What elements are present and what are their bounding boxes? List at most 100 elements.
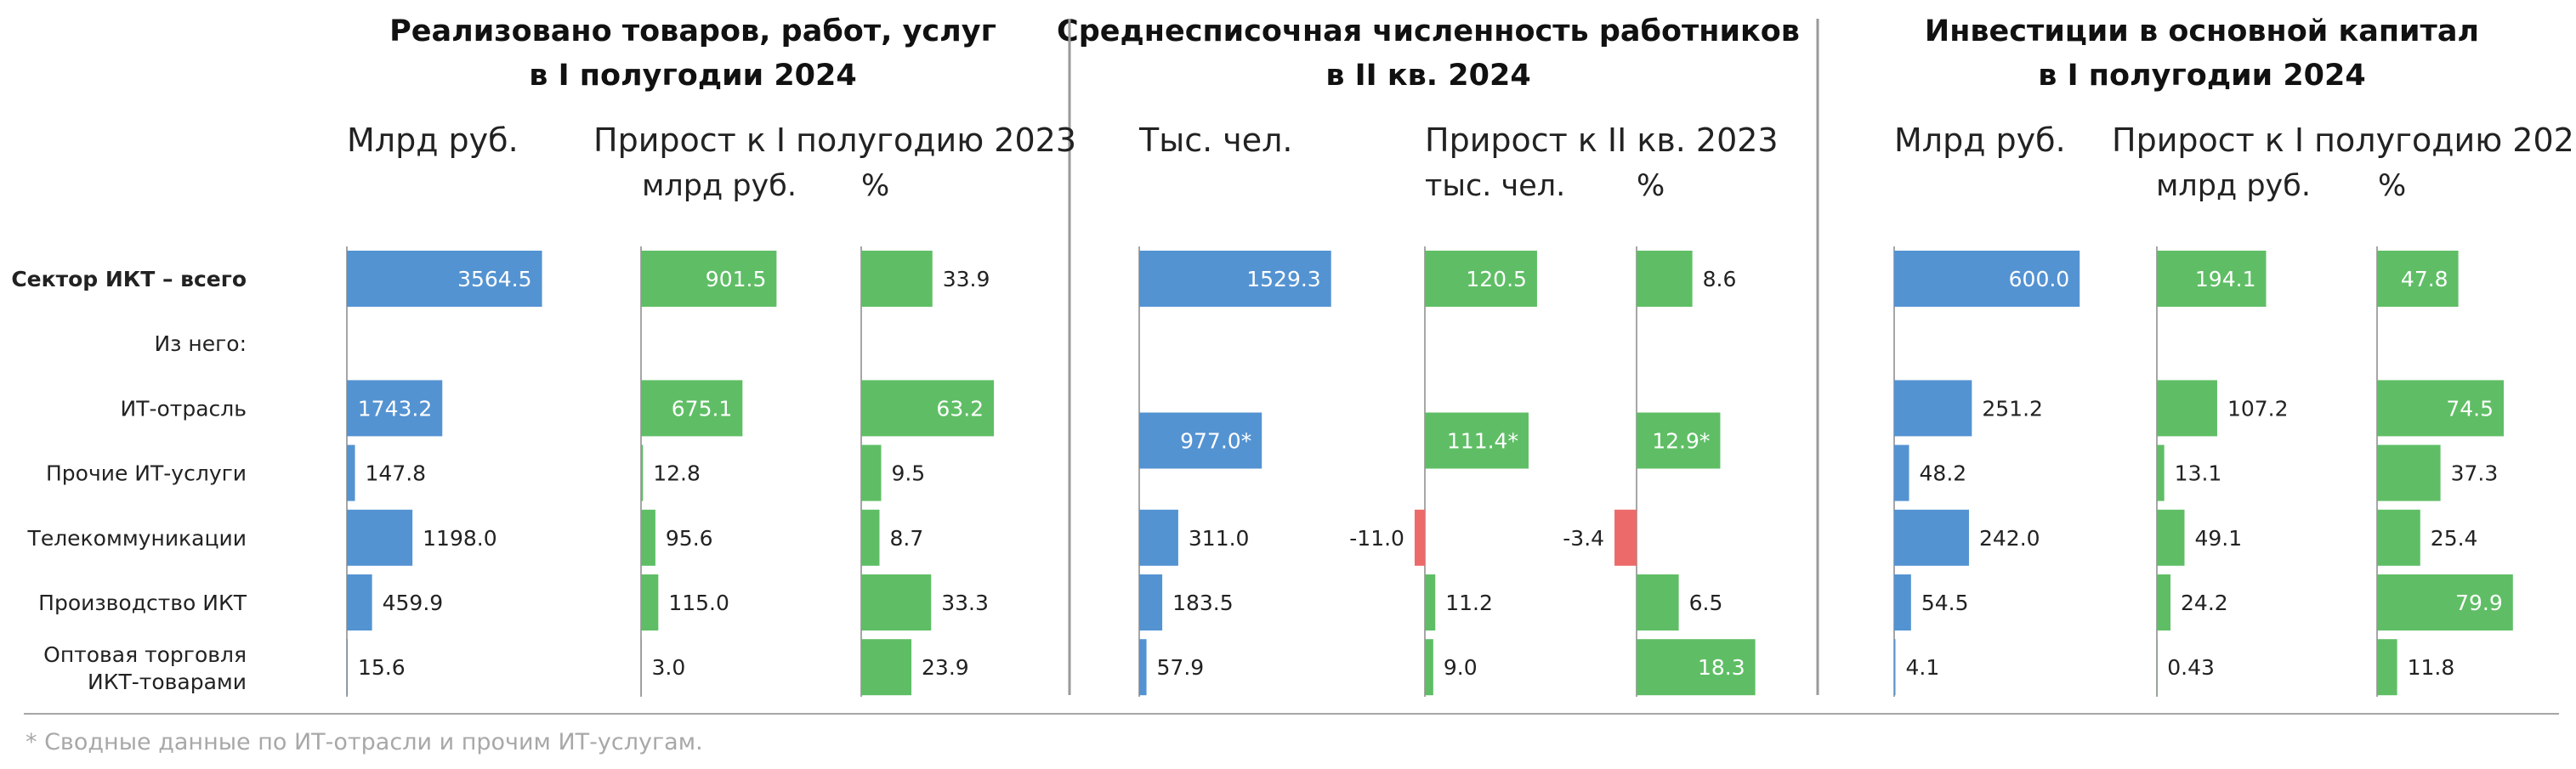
bar xyxy=(347,639,349,696)
bar xyxy=(641,380,743,437)
bar-panel-5: 120.5 111.4* -11.0 11.2 9.0 xyxy=(1349,246,1537,697)
bar-value-label: 4.1 xyxy=(1905,655,1939,680)
bar xyxy=(347,444,355,501)
bar-panel-7: 600.0 251.2 48.2 242.0 54.5 4.1 xyxy=(1893,246,2080,697)
bar xyxy=(347,251,542,307)
bar-value-label: 63.2 xyxy=(936,396,984,421)
bar-value-label: 54.5 xyxy=(1921,591,1969,615)
bar xyxy=(347,380,443,437)
bar-value-label: 33.3 xyxy=(941,591,989,615)
bar-value-label: 459.9 xyxy=(383,591,444,615)
bar-value-label: 901.5 xyxy=(706,267,767,291)
bar-panel-6: 8.6 12.9* -3.4 6.5 18.3 xyxy=(1563,246,1756,697)
bar xyxy=(1414,509,1425,566)
bar-value-label: 12.8 xyxy=(653,461,701,486)
bar xyxy=(1637,251,1693,307)
bar xyxy=(1139,251,1331,307)
bar-panel-8: 194.1 107.2 13.1 49.1 24.2 0.43 xyxy=(2156,246,2289,697)
column-header-7: Млрд руб. xyxy=(1894,122,2066,159)
bar-value-label: 115.0 xyxy=(668,591,729,615)
bar xyxy=(861,574,932,630)
bar-value-label: 79.9 xyxy=(2455,591,2503,615)
column-header-5: Прирост к II кв. 2023 xyxy=(1425,122,1779,159)
bar-value-label: 1743.2 xyxy=(358,396,432,421)
section-title-3-line-2: в I полугодии 2024 xyxy=(2038,59,2365,93)
row-label-6: Производство ИКТ xyxy=(38,591,247,615)
bar-value-label: -11.0 xyxy=(1349,526,1404,551)
bar-value-label: 3.0 xyxy=(652,655,686,680)
bar-value-label: 74.5 xyxy=(2446,396,2494,421)
bar-value-label: 9.5 xyxy=(891,461,925,486)
bar-value-label: 12.9* xyxy=(1652,429,1710,454)
bar xyxy=(2377,444,2441,501)
bar-value-label: 33.9 xyxy=(943,267,990,291)
bar-value-label: 15.6 xyxy=(358,655,406,680)
bar xyxy=(1637,412,1721,469)
section-title-2-line-2: в II кв. 2024 xyxy=(1325,59,1530,93)
bar-value-label: 977.0* xyxy=(1180,429,1251,454)
bar-value-label: 25.4 xyxy=(2431,526,2478,551)
bar-value-label: 11.8 xyxy=(2408,655,2455,680)
bar xyxy=(641,574,659,630)
row-label-2: Из него: xyxy=(154,331,247,356)
bar xyxy=(1139,574,1163,630)
bar xyxy=(1425,412,1529,469)
bar xyxy=(347,509,413,566)
bar xyxy=(1894,380,1972,437)
bar xyxy=(641,444,644,501)
bar xyxy=(2157,509,2185,566)
column-subheader-3: % xyxy=(861,169,889,203)
bar xyxy=(2157,639,2158,696)
row-label-5: Телекоммуникации xyxy=(27,526,247,551)
bar xyxy=(1425,639,1433,696)
column-subheader-2: млрд руб. xyxy=(642,169,797,203)
bar xyxy=(641,251,777,307)
bar-value-label: 8.7 xyxy=(889,526,923,551)
bar xyxy=(1614,509,1637,566)
bar xyxy=(861,380,995,437)
bar-panel-9: 47.8 74.5 37.3 25.4 79.9 11.8 xyxy=(2376,246,2513,697)
bar xyxy=(2377,380,2504,437)
bar-value-label: 57.9 xyxy=(1157,655,1205,680)
bar xyxy=(1425,574,1436,630)
bar-value-label: -3.4 xyxy=(1563,526,1604,551)
section-title-1-line-2: в I полугодии 2024 xyxy=(529,59,856,93)
bar-value-label: 49.1 xyxy=(2195,526,2243,551)
bar-value-label: 183.5 xyxy=(1172,591,1234,615)
bar-value-label: 675.1 xyxy=(672,396,733,421)
bar xyxy=(1139,639,1147,696)
bar-panel-4: 1529.3 977.0* 311.0 183.5 57.9 xyxy=(1138,246,1331,697)
column-subheader-6: % xyxy=(1637,169,1665,203)
column-subheader-9: % xyxy=(2378,169,2406,203)
row-label-7-line-1: Оптовая торговля xyxy=(43,642,247,667)
bar-value-label: 24.2 xyxy=(2181,591,2228,615)
section-title-2-line-1: Среднесписочная численность работников xyxy=(1057,14,1800,48)
bar xyxy=(1894,639,1896,696)
bar-value-label: 6.5 xyxy=(1689,591,1723,615)
bar xyxy=(1637,639,1756,696)
column-subheader-8: млрд руб. xyxy=(2156,169,2311,203)
bar xyxy=(861,251,933,307)
bar-panel-1: 3564.5 1743.2 147.8 1198.0 459.9 15.6 xyxy=(346,246,542,697)
row-label-7-line-2: ИКТ-товарами xyxy=(88,670,247,694)
column-header-4: Тыс. чел. xyxy=(1138,122,1292,159)
bar-value-label: 9.0 xyxy=(1444,655,1478,680)
section-title-3-line-1: Инвестиции в основной капитал xyxy=(1925,14,2479,48)
bar-value-label: 3564.5 xyxy=(457,267,531,291)
bar-value-label: 13.1 xyxy=(2175,461,2222,486)
bar xyxy=(1139,412,1262,469)
bar-value-label: 37.3 xyxy=(2451,461,2499,486)
bar-value-label: 47.8 xyxy=(2401,267,2448,291)
bar xyxy=(2377,509,2420,566)
bar-value-label: 120.5 xyxy=(1466,267,1527,291)
bar xyxy=(2157,444,2165,501)
bar-value-label: 95.6 xyxy=(666,526,713,551)
bar xyxy=(861,444,882,501)
bar xyxy=(861,639,912,696)
bar xyxy=(1894,251,2080,307)
bar xyxy=(2377,639,2397,696)
bar xyxy=(2157,574,2171,630)
column-header-2: Прирост к I полугодию 2023 xyxy=(593,122,1076,159)
bar xyxy=(1139,509,1178,566)
